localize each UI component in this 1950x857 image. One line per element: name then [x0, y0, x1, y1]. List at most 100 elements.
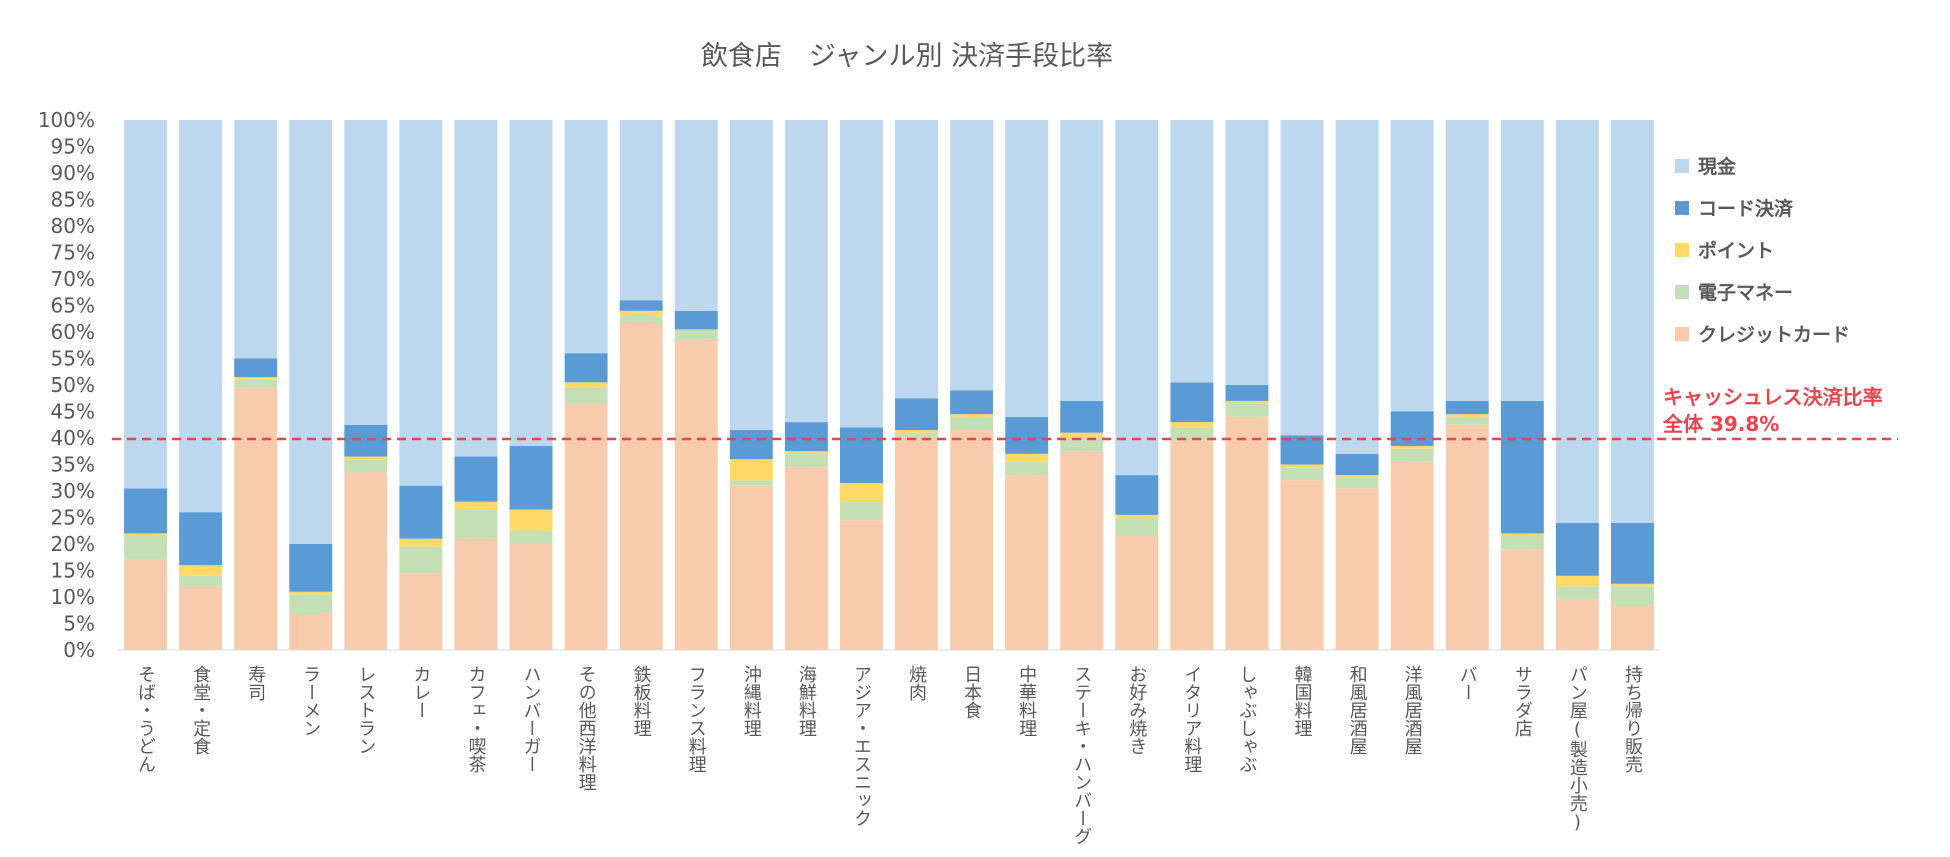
bar-stack — [234, 120, 278, 650]
bar-segment — [509, 530, 553, 544]
bar-stack — [564, 120, 608, 650]
legend-label: 現金 — [1698, 155, 1737, 178]
bar-stack — [1555, 120, 1599, 650]
x-tick-label: フランス料理 — [686, 665, 707, 773]
bar-segment — [234, 120, 278, 359]
bar-segment — [454, 456, 498, 502]
bar-stack — [950, 120, 994, 650]
bar-segment — [564, 353, 608, 383]
x-tick-label: 持ち帰り販売 — [1622, 665, 1643, 773]
bar-segment — [1445, 414, 1489, 417]
bar-segment — [509, 509, 553, 531]
legend-label: コード決済 — [1698, 197, 1794, 220]
bar-stack — [179, 120, 223, 650]
bar-stack — [399, 120, 443, 650]
x-tick-label: 鉄板料理 — [631, 665, 652, 737]
x-tick-label: カフェ・喫茶 — [465, 665, 486, 773]
bar-segment — [344, 459, 388, 473]
bar-stack — [1390, 120, 1434, 650]
bar-segment — [1610, 604, 1654, 650]
bar-segment — [1005, 416, 1049, 454]
bar-segment — [1060, 438, 1104, 452]
x-tick-label: アジア・エスニック — [851, 665, 872, 827]
bar-segment — [454, 120, 498, 457]
y-tick-label: 35% — [51, 453, 95, 477]
bars — [124, 120, 1654, 650]
bar-segment — [1335, 120, 1379, 454]
bar-segment — [344, 424, 388, 457]
bar-stack — [895, 120, 939, 650]
y-tick-label: 95% — [51, 135, 95, 159]
bar-segment — [124, 120, 168, 489]
bar-segment — [179, 575, 223, 587]
bar-segment — [839, 483, 883, 502]
bar-segment — [289, 120, 333, 544]
y-tick-label: 25% — [51, 506, 95, 530]
bar-segment — [895, 398, 939, 431]
bar-segment — [619, 120, 663, 301]
bar-segment — [1390, 461, 1434, 650]
bar-segment — [1170, 440, 1214, 650]
bar-segment — [509, 544, 553, 650]
bar-segment — [1610, 583, 1654, 587]
bar-segment — [784, 467, 828, 650]
bar-segment — [564, 382, 608, 388]
bar-stack — [1005, 120, 1049, 650]
legend-swatch — [1675, 243, 1689, 257]
bar-segment — [1280, 120, 1324, 436]
bar-stack — [619, 120, 663, 650]
bar-segment — [729, 120, 773, 431]
bar-segment — [895, 432, 939, 438]
bar-segment — [1390, 445, 1434, 449]
y-tick-label: 15% — [51, 559, 95, 583]
bar-segment — [674, 120, 718, 311]
x-tick-label: パン屋(製造小売) — [1567, 665, 1588, 833]
y-tick-label: 40% — [51, 426, 95, 450]
bar-segment — [399, 538, 443, 547]
y-tick-label: 65% — [51, 294, 95, 318]
bar-segment — [234, 379, 278, 388]
bar-segment — [124, 533, 168, 537]
legend-label: ポイント — [1698, 239, 1774, 262]
y-tick-label: 90% — [51, 161, 95, 185]
bar-segment — [674, 329, 718, 340]
bar-segment — [289, 544, 333, 592]
bar-segment — [344, 472, 388, 650]
bar-segment — [1610, 522, 1654, 584]
x-tick-label: 中華料理 — [1016, 665, 1037, 737]
y-axis-ticks: 0%5% 10%15% 20%25% 30%35% 40%45% 50%55% 60%65%… — [38, 108, 95, 662]
x-tick-label: ステーキ・ハンバーグ — [1071, 665, 1092, 845]
bar-segment — [124, 536, 168, 560]
bar-segment — [1280, 464, 1324, 468]
x-tick-label: 焼肉 — [906, 665, 927, 701]
bar-segment — [1115, 536, 1159, 650]
bar-segment — [1225, 385, 1269, 401]
bar-segment — [344, 456, 388, 460]
y-tick-label: 10% — [51, 585, 95, 609]
bar-segment — [1445, 416, 1489, 425]
bar-segment — [1500, 549, 1544, 650]
bar-segment — [784, 422, 828, 452]
bar-segment — [950, 414, 994, 417]
bar-stack — [729, 120, 773, 650]
bar-segment — [1115, 120, 1159, 476]
bar-segment — [1555, 599, 1599, 650]
bar-segment — [950, 120, 994, 391]
legend-swatch — [1675, 285, 1689, 299]
bar-segment — [729, 480, 773, 486]
x-tick-label: レストラン — [355, 665, 376, 755]
bar-segment — [839, 427, 883, 484]
bar-segment — [1610, 120, 1654, 523]
bar-stack — [124, 120, 168, 650]
bar-segment — [454, 509, 498, 539]
bar-segment — [895, 430, 939, 433]
bar-stack — [839, 120, 883, 650]
bar-segment — [179, 512, 223, 566]
bar-segment — [1005, 461, 1049, 476]
bar-segment — [1610, 586, 1654, 605]
legend-swatch — [1675, 201, 1689, 215]
bar-segment — [1005, 453, 1049, 462]
x-tick-label: 沖縄料理 — [741, 665, 762, 737]
reference-line-label: キャッシュレス決済比率 — [1663, 385, 1883, 409]
bar-segment — [1225, 120, 1269, 385]
